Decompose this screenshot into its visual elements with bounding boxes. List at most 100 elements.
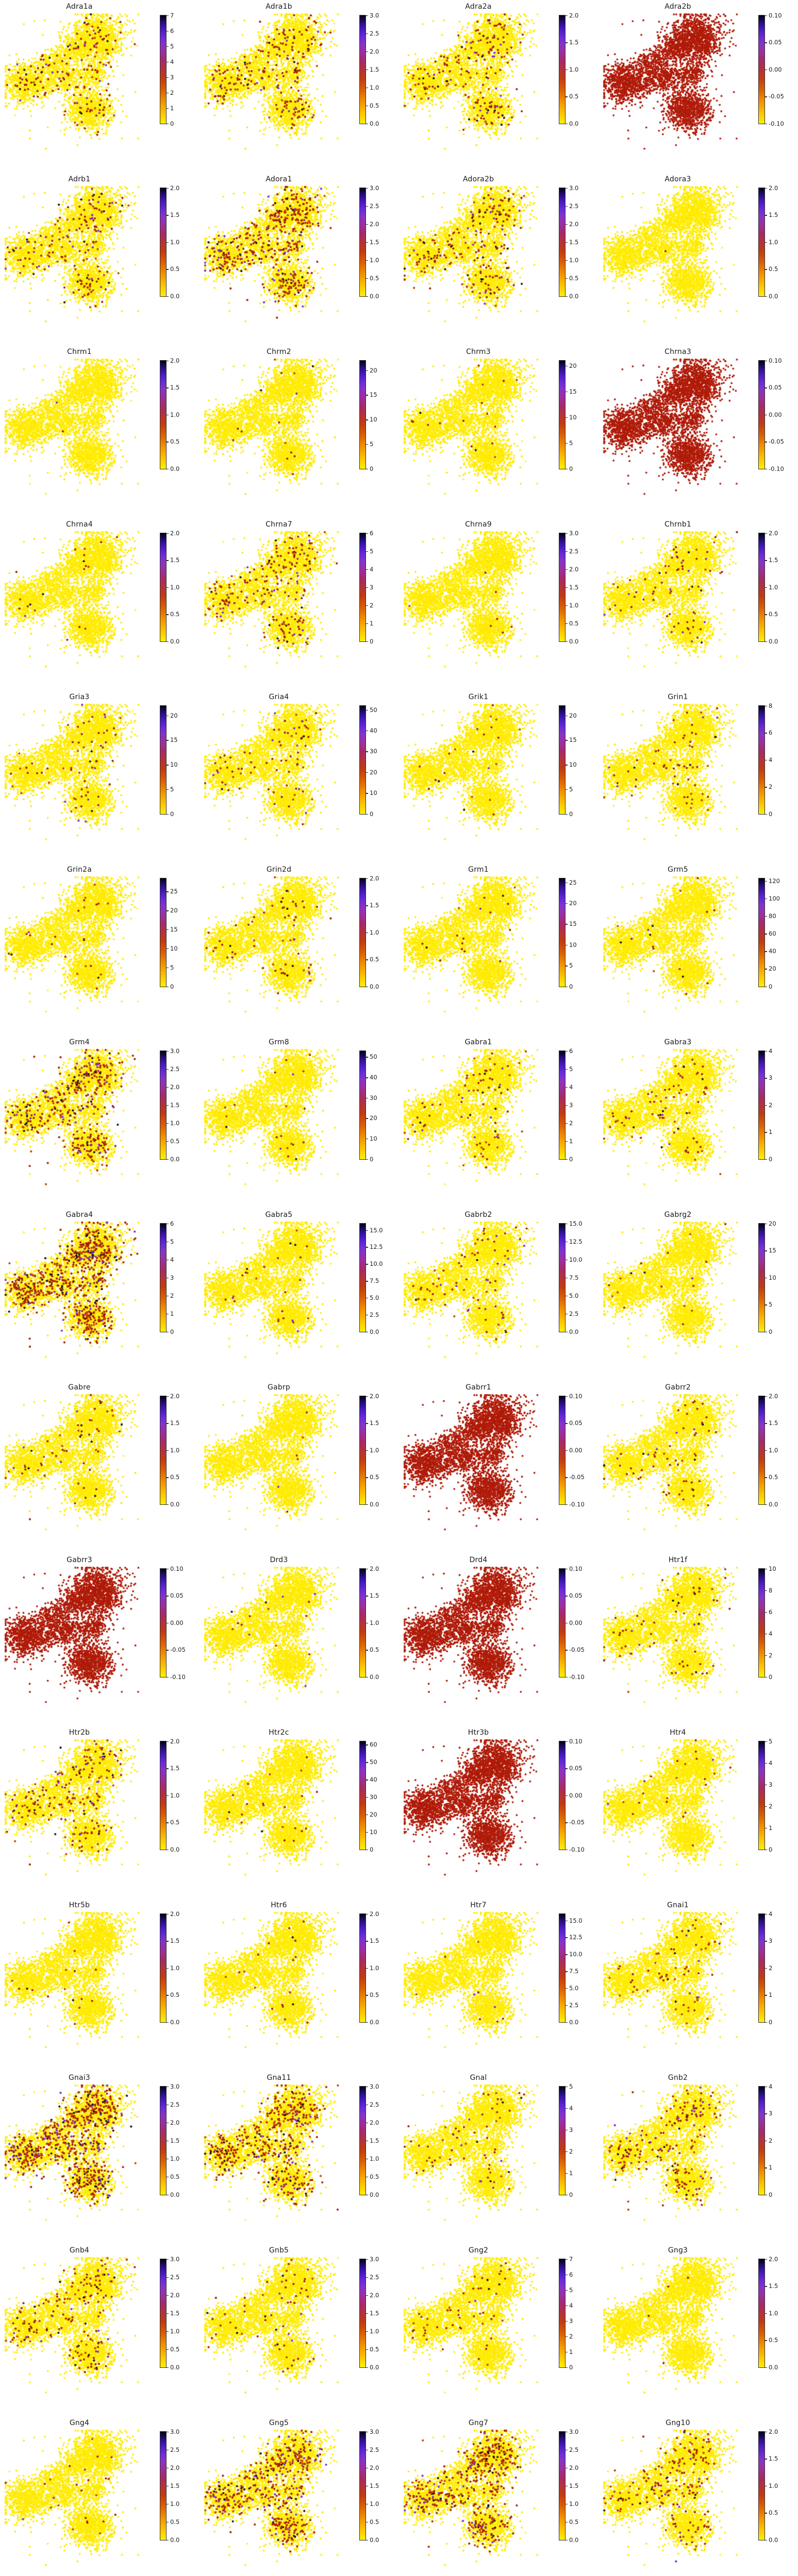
gene-title: Gng7	[468, 2419, 489, 2427]
colorbar-tick-mark	[366, 1995, 368, 1996]
colorbar-tick-label: 4	[769, 1047, 773, 1055]
colorbar-tick-mark	[167, 814, 169, 815]
gene-title: Gng5	[269, 2419, 289, 2427]
feature-panel-Chrna4: Chrna4 2.0 1.5 1.0 0.5 0.0	[0, 518, 200, 690]
colorbar-tick-mark	[366, 2295, 368, 2296]
colorbar	[359, 188, 366, 297]
colorbar-tick-mark	[765, 42, 767, 43]
colorbar-tick-label: 0	[769, 982, 773, 990]
feature-panel-Gng10: Gng10 2.0 1.5 1.0 0.5 0.0	[598, 2416, 798, 2576]
colorbar-tick-mark	[167, 1105, 169, 1106]
colorbar-tick-mark	[566, 965, 568, 967]
colorbar-tick-label: 2.5	[569, 2446, 579, 2453]
colorbar-tick-mark	[765, 1676, 767, 1677]
colorbar-tick-label: 3	[370, 583, 374, 591]
colorbar-tick-label: 0.0	[170, 292, 180, 300]
colorbar-gradient	[360, 188, 365, 296]
colorbar-tick-label: 40	[769, 947, 776, 955]
colorbar-tick-label: 0.00	[569, 1446, 583, 1454]
colorbar-tick-label: 1	[569, 1137, 573, 1145]
colorbar-tick-label: 10	[370, 1134, 377, 1142]
colorbar-tick-label: 0.0	[170, 1155, 180, 1163]
colorbar-tick-label: 0.05	[769, 39, 782, 46]
colorbar-tick-mark	[167, 1941, 169, 1942]
colorbar-tick-mark	[167, 188, 169, 189]
gene-title: Chrnb1	[664, 520, 692, 529]
colorbar-tick-mark	[167, 1123, 169, 1124]
colorbar-tick-label: 0.05	[569, 1592, 583, 1599]
colorbar-tick-label: 2.0	[569, 11, 579, 19]
colorbar-tick-mark	[167, 360, 169, 361]
colorbar-tick-mark	[366, 1281, 368, 1282]
gene-title: Grm1	[468, 866, 489, 874]
colorbar-tick-label: 7	[170, 11, 174, 19]
colorbar-tick-label: 2.0	[370, 2464, 379, 2471]
colorbar-tick-mark	[366, 1744, 368, 1745]
colorbar-tick-mark	[366, 605, 368, 606]
colorbar	[359, 705, 366, 815]
gene-title: Gabrr1	[466, 1383, 491, 1392]
gene-title: Chrna3	[664, 348, 691, 356]
colorbar-tick-mark	[566, 903, 568, 904]
colorbar-tick-mark	[167, 1223, 169, 1224]
colorbar-tick-label: 1.0	[370, 256, 379, 264]
gene-title: Gabrp	[268, 1383, 290, 1392]
colorbar-tick-mark	[366, 709, 368, 711]
colorbar-tick-label: 1.0	[170, 2327, 180, 2335]
umap-scatter-canvas	[403, 1394, 555, 1542]
colorbar-tick-mark	[566, 2173, 568, 2174]
colorbar-tick-mark	[765, 2113, 767, 2114]
colorbar	[758, 878, 765, 987]
colorbar-tick-mark	[167, 948, 169, 950]
colorbar-tick-mark	[366, 2086, 368, 2087]
colorbar-tick-label: 1	[170, 104, 174, 112]
feature-panel-Grm1: Grm1 25 20 15 10 5 0	[399, 863, 598, 1036]
colorbar-tick-label: 0.0	[370, 292, 379, 300]
feature-panel-Grin2d: Grin2d 2.0 1.5 1.0 0.5 0.0	[200, 863, 399, 1036]
colorbar-tick-label: 1	[170, 1310, 174, 1317]
colorbar-tick-label: 4	[370, 565, 374, 573]
colorbar-gradient	[160, 706, 166, 814]
colorbar-tick-label: 4	[769, 1759, 773, 1767]
colorbar-tick-mark	[765, 69, 767, 70]
colorbar-gradient	[360, 2087, 365, 2195]
colorbar-tick-label: 2.0	[769, 184, 778, 192]
colorbar-tick-mark	[366, 2194, 368, 2195]
colorbar-tick-label: 0	[170, 120, 174, 127]
colorbar-tick-label: 1.5	[170, 2309, 180, 2317]
colorbar-tick-label: 0.0	[170, 637, 180, 645]
umap-scatter-canvas	[403, 1221, 555, 1369]
gene-title: Adora1	[265, 175, 292, 183]
feature-panel-Gnb2: Gnb2 4 3 2 1 0	[598, 2071, 798, 2244]
colorbar-tick-label: 0.10	[769, 357, 782, 364]
colorbar-tick-mark	[765, 2340, 767, 2341]
colorbar-tick-label: 3	[569, 2126, 573, 2133]
colorbar-tick-label: 2.5	[370, 2446, 379, 2453]
colorbar-tick-label: 5	[170, 963, 174, 971]
colorbar-tick-mark	[167, 1159, 169, 1160]
colorbar-tick-label: 2	[769, 783, 773, 790]
colorbar-tick-mark	[566, 2194, 568, 2195]
colorbar-tick-label: 0.5	[370, 101, 379, 109]
colorbar-tick-mark	[765, 1331, 767, 1332]
colorbar-tick-label: 2	[769, 2137, 773, 2144]
colorbar-tick-label: 2.5	[370, 2273, 379, 2281]
colorbar-tick-label: 0.0	[170, 2536, 180, 2544]
colorbar-tick-label: 15.0	[370, 1226, 383, 1234]
colorbar-tick-label: 0.5	[370, 1991, 379, 1998]
colorbar-tick-mark	[566, 2367, 568, 2368]
colorbar-tick-label: 100	[769, 894, 780, 902]
colorbar-gradient	[559, 1741, 565, 1850]
gene-title: Drd4	[469, 1556, 488, 1564]
colorbar-tick-mark	[167, 2277, 169, 2278]
gene-title: Htr7	[470, 1901, 487, 1909]
colorbar-tick-label: 2.0	[170, 2119, 180, 2126]
feature-panel-Gng3: Gng3 2.0 1.5 1.0 0.5 0.0	[598, 2244, 798, 2416]
umap-scatter-canvas	[603, 703, 755, 852]
colorbar-tick-mark	[366, 1596, 368, 1597]
colorbar-tick-mark	[167, 2086, 169, 2087]
gene-title: Adra2a	[465, 3, 492, 11]
colorbar-gradient	[559, 533, 565, 641]
colorbar-gradient	[160, 533, 166, 641]
colorbar-gradient	[160, 15, 166, 124]
